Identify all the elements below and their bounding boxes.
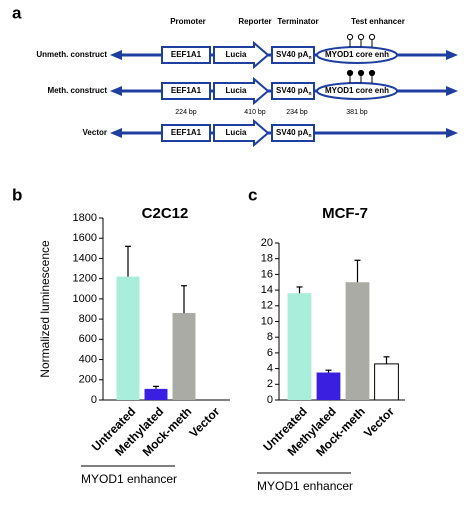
methyl-site bbox=[368, 33, 376, 41]
promoter-text: EEF1A1 bbox=[171, 86, 202, 95]
promoter-box bbox=[161, 124, 211, 142]
y-axis-label: Normalized luminescence bbox=[38, 240, 52, 378]
terminator-box bbox=[271, 124, 315, 142]
size-label: 224 bp bbox=[175, 109, 197, 116]
header: Reporter bbox=[238, 17, 271, 26]
terminator-text: SV40 pAn bbox=[276, 128, 312, 139]
promoter-text: EEF1A1 bbox=[171, 50, 202, 59]
arrow-head bbox=[446, 128, 458, 138]
enhancer-box bbox=[316, 46, 398, 64]
size-label: 234 bp bbox=[286, 109, 308, 116]
promoter-text: EEF1A1 bbox=[171, 128, 202, 137]
y-tick-label: 4 bbox=[267, 363, 273, 375]
reporter-text: Lucia bbox=[226, 86, 247, 95]
bar bbox=[374, 363, 399, 401]
promoter-box bbox=[161, 46, 211, 64]
y-tick-label: 1600 bbox=[73, 232, 97, 244]
reporter-arrow bbox=[213, 118, 270, 148]
bar bbox=[345, 282, 370, 400]
bar bbox=[116, 276, 140, 400]
methyl-site bbox=[346, 33, 354, 41]
bar bbox=[144, 388, 168, 400]
bar bbox=[287, 293, 312, 400]
size-label: 381 bp bbox=[346, 109, 368, 116]
methyl-site bbox=[357, 33, 365, 41]
arrow-head bbox=[446, 86, 458, 96]
reporter-text: Lucia bbox=[226, 50, 247, 59]
size-label: 410 bp bbox=[244, 109, 266, 116]
terminator-box bbox=[271, 82, 315, 100]
bar bbox=[172, 313, 196, 400]
arrow-head bbox=[110, 86, 122, 96]
group-label: MYOD1 enhancer bbox=[81, 472, 177, 486]
methyl-site bbox=[368, 69, 376, 77]
arrow-head bbox=[110, 50, 122, 60]
y-tick-label: 0 bbox=[91, 394, 97, 406]
x-tick-label: Vector bbox=[187, 404, 223, 440]
x-tick-label: Vector bbox=[361, 404, 397, 440]
y-tick-label: 18 bbox=[261, 253, 273, 265]
y-tick-label: 8 bbox=[267, 331, 273, 343]
row-label: Unmeth. construct bbox=[36, 50, 107, 59]
enhancer-box bbox=[316, 82, 398, 100]
reporter-arrow bbox=[213, 76, 270, 106]
reporter-text: Lucia bbox=[226, 128, 247, 137]
reporter-arrow bbox=[213, 40, 270, 70]
y-tick-label: 600 bbox=[79, 333, 97, 345]
methyl-site bbox=[357, 69, 365, 77]
panel-label: c bbox=[248, 185, 257, 204]
y-tick-label: 1200 bbox=[73, 273, 97, 285]
bar bbox=[316, 372, 341, 400]
enhancer-text: MYOD1 core enh bbox=[325, 86, 389, 95]
arrow-head bbox=[446, 50, 458, 60]
chart-title: MCF-7 bbox=[322, 205, 368, 222]
row-label: Meth. construct bbox=[47, 86, 107, 95]
panel-label: a bbox=[12, 3, 22, 22]
arrow-head bbox=[110, 128, 122, 138]
chart-title: C2C12 bbox=[142, 205, 189, 222]
y-tick-label: 800 bbox=[79, 313, 97, 325]
y-tick-label: 14 bbox=[261, 284, 273, 296]
y-tick-label: 1800 bbox=[73, 212, 97, 224]
header: Terminator bbox=[277, 17, 318, 26]
terminator-box bbox=[271, 46, 315, 64]
methyl-site bbox=[346, 69, 354, 77]
y-tick-label: 2 bbox=[267, 378, 273, 390]
y-tick-label: 1000 bbox=[73, 293, 97, 305]
y-tick-label: 0 bbox=[267, 394, 273, 406]
y-tick-label: 16 bbox=[261, 268, 273, 280]
promoter-box bbox=[161, 82, 211, 100]
y-tick-label: 200 bbox=[79, 374, 97, 386]
y-tick-label: 1400 bbox=[73, 252, 97, 264]
header: Promoter bbox=[170, 17, 206, 26]
y-tick-label: 12 bbox=[261, 300, 273, 312]
row-label: Vector bbox=[83, 128, 107, 137]
group-label: MYOD1 enhancer bbox=[257, 479, 353, 493]
panel-label: b bbox=[12, 185, 22, 204]
header: Test enhancer bbox=[351, 17, 405, 26]
y-tick-label: 6 bbox=[267, 347, 273, 359]
y-tick-label: 400 bbox=[79, 353, 97, 365]
y-tick-label: 10 bbox=[261, 315, 273, 327]
enhancer-text: MYOD1 core enh bbox=[325, 50, 389, 59]
terminator-text: SV40 pAn bbox=[276, 50, 312, 61]
terminator-text: SV40 pAn bbox=[276, 86, 312, 97]
y-tick-label: 20 bbox=[261, 237, 273, 249]
